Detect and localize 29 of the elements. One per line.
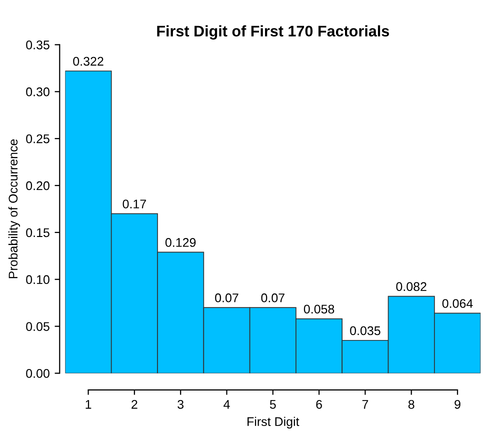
y-tick-label: 0.20 bbox=[26, 181, 50, 190]
x-tick-label: 4 bbox=[224, 400, 230, 409]
y-tick-label: 0.00 bbox=[26, 369, 50, 378]
x-tick-label: 3 bbox=[178, 400, 184, 409]
x-tick-label: 1 bbox=[86, 400, 92, 409]
data-label: 0.17 bbox=[122, 200, 146, 208]
chart-title: First Digit of First 170 Factorials bbox=[157, 25, 390, 40]
data-label: 0.129 bbox=[165, 238, 196, 247]
y-tick-label: 0.35 bbox=[26, 40, 50, 50]
data-label: 0.064 bbox=[442, 299, 473, 308]
y-tick-label: 0.10 bbox=[26, 275, 50, 284]
x-tick-label: 6 bbox=[316, 400, 322, 409]
data-label: 0.07 bbox=[215, 293, 238, 302]
x-tick-label: 5 bbox=[270, 400, 276, 409]
y-tick-label: 0.05 bbox=[26, 322, 50, 331]
y-axis-title: Probability of Occurrence bbox=[8, 139, 20, 278]
data-label: 0.082 bbox=[396, 282, 426, 292]
y-tick-label: 0.30 bbox=[26, 87, 50, 96]
data-label: 0.07 bbox=[261, 293, 284, 302]
x-tick-label: 9 bbox=[454, 400, 460, 409]
x-tick-label: 2 bbox=[132, 400, 138, 409]
x-axis-title: First Digit bbox=[248, 416, 300, 428]
x-tick-label: 7 bbox=[362, 400, 368, 409]
data-label: 0.035 bbox=[350, 326, 380, 336]
y-tick-label: 0.15 bbox=[26, 228, 50, 238]
data-label: 0.322 bbox=[73, 56, 104, 66]
x-tick-label: 8 bbox=[408, 400, 414, 409]
y-tick-label: 0.25 bbox=[26, 134, 50, 144]
data-label: 0.058 bbox=[304, 304, 334, 314]
